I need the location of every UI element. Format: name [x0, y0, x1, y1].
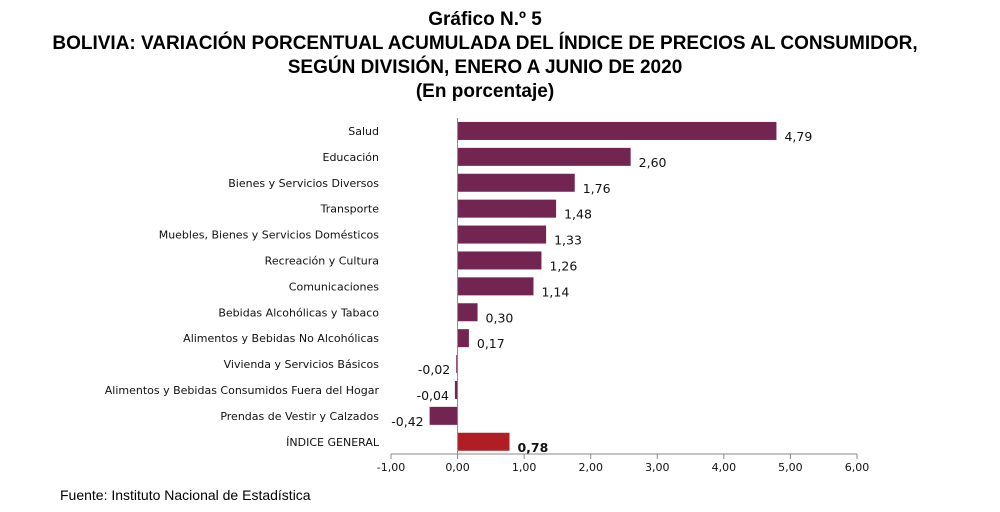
- x-tick-label: 4,00: [712, 461, 737, 474]
- chart-title-line-1: BOLIVIA: VARIACIÓN PORCENTUAL ACUMULADA …: [52, 33, 918, 54]
- category-label: Bienes y Servicios Diversos: [228, 177, 379, 190]
- data-label: 0,17: [477, 336, 505, 351]
- category-label: Educación: [323, 151, 380, 164]
- chart-title-line-2: SEGÚN DIVISIÓN, ENERO A JUNIO DE 2020: [287, 57, 683, 78]
- bar: [457, 303, 478, 322]
- x-tick-label: 3,00: [645, 461, 670, 474]
- data-label: 1,26: [549, 258, 577, 273]
- category-label: ÍNDICE GENERAL: [286, 436, 380, 449]
- category-label: Muebles, Bienes y Servicios Domésticos: [159, 229, 380, 242]
- data-label: 1,14: [541, 284, 569, 299]
- bar: [457, 173, 575, 192]
- source-note: Fuente: Instituto Nacional de Estadístic…: [60, 487, 311, 503]
- chart-number: Gráfico N.º 5: [428, 9, 542, 30]
- data-label: -0,04: [417, 388, 449, 403]
- bar: [457, 329, 469, 348]
- data-label: 4,79: [784, 129, 812, 144]
- bar: [429, 406, 458, 425]
- category-label: Bebidas Alcohólicas y Tabaco: [218, 306, 379, 319]
- data-label: 1,33: [554, 233, 582, 248]
- x-tick-label: 1,00: [512, 461, 537, 474]
- category-label: Transporte: [320, 203, 380, 216]
- bar: [457, 147, 631, 166]
- chart-title-block: Gráfico N.º 5 BOLIVIA: VARIACIÓN PORCENT…: [0, 8, 970, 104]
- data-label: -0,02: [418, 362, 450, 377]
- x-tick-label: 5,00: [778, 461, 803, 474]
- category-label: Alimentos y Bebidas No Alcohólicas: [183, 332, 379, 345]
- x-tick-label: 0,00: [445, 461, 470, 474]
- data-label: 2,60: [639, 155, 667, 170]
- bar: [457, 251, 542, 270]
- category-label: Recreación y Cultura: [265, 254, 379, 267]
- bar: [457, 199, 557, 218]
- category-label: Vivienda y Servicios Básicos: [224, 358, 380, 371]
- data-label: 1,48: [564, 207, 592, 222]
- bar: [457, 225, 547, 244]
- data-label: 1,76: [583, 181, 611, 196]
- category-label: Salud: [348, 125, 379, 138]
- x-tick-label: 2,00: [578, 461, 603, 474]
- bar: [456, 355, 458, 374]
- data-label: -0,42: [391, 414, 423, 429]
- bar: [457, 432, 510, 451]
- category-label: Prendas de Vestir y Calzados: [220, 410, 379, 423]
- x-tick-label: -1,00: [377, 461, 405, 474]
- data-label: 0,30: [486, 310, 514, 325]
- bar: [454, 380, 458, 399]
- bar: [457, 277, 534, 296]
- category-label: Comunicaciones: [289, 280, 379, 293]
- x-tick-label: 6,00: [845, 461, 870, 474]
- data-label: 0,78: [517, 440, 548, 455]
- chart-subtitle: (En porcentaje): [415, 81, 555, 102]
- category-label: Alimentos y Bebidas Consumidos Fuera del…: [105, 384, 380, 397]
- bar: [457, 121, 777, 140]
